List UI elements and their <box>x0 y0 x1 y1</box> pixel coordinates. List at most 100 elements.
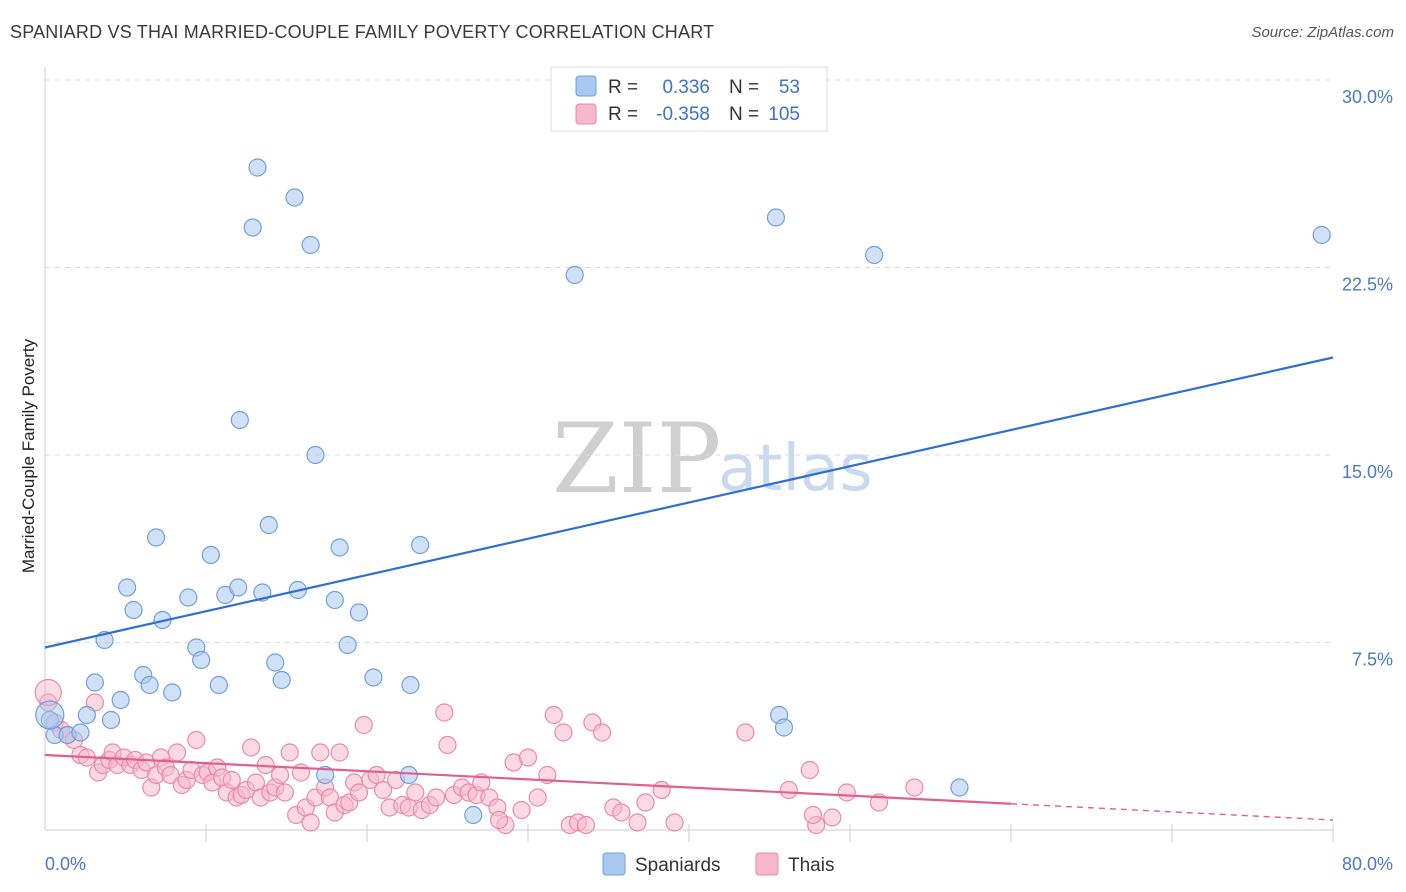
x-tick-marks <box>205 824 1334 842</box>
thai-point <box>544 705 563 725</box>
spaniard-point <box>316 765 335 785</box>
spaniard-point <box>301 235 320 255</box>
spaniard-point <box>163 683 182 702</box>
spaniard-point <box>330 538 349 557</box>
thai-point <box>280 743 299 762</box>
legend-swatch-thais <box>575 103 597 125</box>
thai-point <box>800 760 819 780</box>
trend-line-spaniards <box>44 356 1334 649</box>
legend-box <box>550 66 828 132</box>
spaniard-point <box>179 588 198 607</box>
spaniard-point <box>140 675 159 695</box>
x-tick-label: 80.0% <box>1342 854 1393 874</box>
spaniard-point <box>766 208 786 227</box>
legend-r-label: R = <box>608 104 638 125</box>
thai-point <box>554 723 573 742</box>
spaniards-points <box>35 158 1331 825</box>
thai-point <box>652 780 671 800</box>
thai-point <box>512 800 531 820</box>
spaniard-point <box>259 515 278 535</box>
spaniard-point <box>85 673 105 692</box>
watermark-atlas: atlas <box>718 432 873 506</box>
thai-point <box>330 743 349 762</box>
thai-point <box>636 793 655 812</box>
spaniard-point <box>71 723 90 742</box>
thai-point <box>905 778 924 797</box>
legend-r-value: -0.358 <box>656 104 710 125</box>
spaniard-point <box>1312 225 1331 245</box>
spaniard-point <box>248 158 267 177</box>
chart-title: SPANIARD VS THAI MARRIED-COUPLE FAMILY P… <box>10 22 715 42</box>
spaniard-point <box>146 528 166 547</box>
thai-point <box>823 808 842 827</box>
spaniard-point <box>111 690 130 710</box>
spaniard-point <box>118 578 137 597</box>
thai-point <box>435 703 454 722</box>
thai-point <box>736 723 755 742</box>
thai-point <box>628 813 647 832</box>
thai-point <box>592 723 612 742</box>
legend-swatch-thais <box>755 852 779 876</box>
thai-point <box>427 788 446 807</box>
spaniard-point <box>401 675 420 695</box>
y-tick-label: 22.5% <box>1342 275 1393 295</box>
watermark-zip: ZIP <box>552 403 721 515</box>
spaniard-point <box>774 718 794 737</box>
trend-line-extension <box>1010 803 1334 821</box>
spaniard-point <box>35 700 65 730</box>
thai-point <box>222 770 241 790</box>
legend-r-value: 0.336 <box>662 77 710 98</box>
trend-line-thais <box>44 753 1012 805</box>
thai-point <box>612 803 631 822</box>
thai-point <box>837 783 856 802</box>
legend-label-spaniards: Spaniards <box>635 855 721 876</box>
series-legend: Spaniards Thais <box>602 852 834 876</box>
legend-swatch-spaniards <box>602 852 626 876</box>
y-axis-label: Married-Couple Family Poverty <box>19 338 38 573</box>
spaniard-point <box>464 805 483 825</box>
spaniard-point <box>209 675 228 695</box>
thai-point <box>406 783 425 802</box>
spaniard-point <box>364 668 383 687</box>
thai-point <box>518 748 538 767</box>
thai-point <box>241 738 261 757</box>
thai-point <box>489 810 509 830</box>
trend-lines <box>44 356 1334 821</box>
thai-point <box>349 783 369 802</box>
thai-point <box>438 735 457 755</box>
thai-point <box>311 743 330 762</box>
spaniard-point <box>349 603 369 622</box>
legend-label-thais: Thais <box>788 855 834 876</box>
legend-r-label: R = <box>608 77 638 98</box>
thai-point <box>187 730 206 750</box>
x-tick-labels: 0.0% 80.0% <box>45 854 1393 874</box>
legend-swatch-spaniards <box>575 75 597 97</box>
source-label: Source: ZipAtlas.com <box>1251 24 1394 41</box>
y-tick-label: 7.5% <box>1352 650 1393 670</box>
spaniard-point <box>101 710 121 730</box>
thai-point <box>354 715 373 735</box>
spaniard-point <box>229 578 248 597</box>
gridlines <box>45 79 1333 643</box>
spaniard-point <box>77 705 96 725</box>
legend-n-value: 105 <box>768 104 800 125</box>
spaniard-point <box>399 765 418 785</box>
thai-point <box>246 773 266 792</box>
y-tick-label: 30.0% <box>1342 87 1393 107</box>
spaniard-point <box>411 535 430 555</box>
legend-n-value: 53 <box>779 77 800 98</box>
thai-point <box>779 780 798 800</box>
spaniard-point <box>306 445 325 465</box>
spaniard-point <box>272 670 291 690</box>
thai-point <box>803 805 823 825</box>
spaniard-point <box>192 650 211 670</box>
thai-point <box>275 783 294 802</box>
y-tick-label: 15.0% <box>1342 462 1393 482</box>
thai-point <box>301 813 320 832</box>
y-tick-labels: 7.5% 15.0% 22.5% 30.0% <box>1342 87 1393 670</box>
spaniard-point <box>565 265 584 285</box>
legend-n-label: N = <box>729 104 759 125</box>
legend-n-label: N = <box>729 77 759 98</box>
spaniard-point <box>124 600 143 620</box>
